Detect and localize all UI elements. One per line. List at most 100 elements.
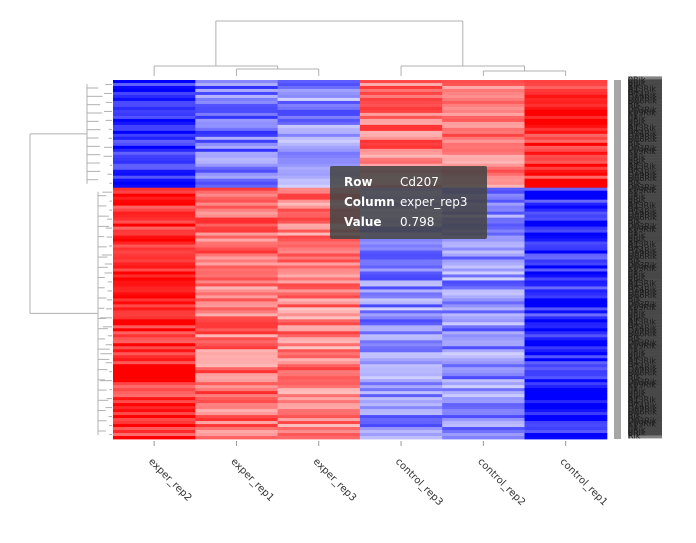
heatmap-cell xyxy=(195,163,279,168)
heatmap-cell xyxy=(195,262,279,266)
heatmap-cell xyxy=(359,289,443,293)
tooltip-value-value: 0.798 xyxy=(400,215,435,229)
heatmap-cell xyxy=(195,346,279,350)
heatmap-cell xyxy=(277,148,361,153)
heatmap-cell xyxy=(195,103,279,108)
heatmap-cell xyxy=(442,334,525,338)
heatmap-cell xyxy=(359,244,443,248)
heatmap-cell xyxy=(195,424,279,428)
heatmap-cell xyxy=(277,205,361,210)
row-dendrogram xyxy=(29,83,112,436)
heatmap-cell xyxy=(359,145,443,150)
heatmap-cell xyxy=(359,112,443,117)
heatmap-cell xyxy=(277,106,361,111)
heatmap-cell xyxy=(524,244,608,248)
heatmap-cell xyxy=(113,286,196,290)
heatmap-cell xyxy=(195,325,279,329)
heatmap-cell xyxy=(195,80,279,84)
heatmap-cell xyxy=(113,313,196,317)
heatmap-cell xyxy=(195,337,279,341)
heatmap-cell xyxy=(359,259,443,263)
heatmap-cell xyxy=(277,331,361,335)
heatmap-cell xyxy=(195,91,279,96)
heatmap-cell xyxy=(113,208,196,213)
heatmap-cell xyxy=(524,322,608,326)
heatmap-cell xyxy=(524,403,608,407)
heatmap-cell xyxy=(195,277,279,281)
heatmap-cell xyxy=(359,127,443,132)
heatmap-cell xyxy=(524,148,608,153)
heatmap-cell xyxy=(442,238,525,242)
heatmap-cell xyxy=(277,256,361,260)
heatmap-cell xyxy=(113,355,196,359)
heatmap-cell xyxy=(524,109,608,114)
heatmap-cell xyxy=(524,325,608,329)
heatmap-cell xyxy=(113,124,196,129)
heatmap-cell xyxy=(359,151,443,156)
heatmap-cell xyxy=(359,157,443,162)
heatmap-cell xyxy=(277,94,361,99)
heatmap-cell xyxy=(113,385,196,389)
heatmap-cell xyxy=(524,358,608,362)
heatmap-cell xyxy=(524,241,608,245)
heatmap-cell xyxy=(524,316,608,320)
heatmap-cell xyxy=(113,157,196,162)
heatmap-cell xyxy=(524,103,608,108)
heatmap-cell xyxy=(359,313,443,317)
heatmap-cell xyxy=(524,106,608,111)
heatmap-cell xyxy=(442,379,525,383)
heatmap-cell xyxy=(524,349,608,353)
heatmap-cell xyxy=(524,193,608,198)
heatmap-cell xyxy=(195,124,279,129)
heatmap-cell xyxy=(277,238,361,242)
heatmap-cell xyxy=(524,415,608,419)
heatmap-cell xyxy=(277,421,361,425)
heatmap-cell xyxy=(195,409,279,413)
heatmap-cell xyxy=(113,322,196,326)
heatmap-cell xyxy=(277,82,361,87)
heatmap-cell xyxy=(113,226,196,230)
heatmap-cell xyxy=(442,160,525,165)
heatmap-cell xyxy=(195,376,279,380)
heatmap-cell xyxy=(442,148,525,153)
column-label: control_rep3 xyxy=(393,456,445,508)
heatmap-cell xyxy=(113,349,196,353)
heatmap-cell xyxy=(524,160,608,165)
heatmap-cell xyxy=(524,340,608,344)
heatmap-cell xyxy=(442,157,525,162)
heatmap-cell xyxy=(359,415,443,419)
heatmap-cell xyxy=(277,232,361,236)
heatmap-cell xyxy=(277,430,361,434)
heatmap-cell xyxy=(359,391,443,395)
heatmap-cell xyxy=(277,169,361,174)
heatmap-cell xyxy=(442,244,525,248)
heatmap-cell xyxy=(524,271,608,275)
heatmap-cell xyxy=(442,121,525,126)
heatmap-cell xyxy=(359,148,443,153)
heatmap-cell xyxy=(524,88,608,93)
heatmap-cell xyxy=(113,262,196,266)
heatmap-cell xyxy=(524,187,608,192)
heatmap-cell xyxy=(524,202,608,207)
heatmap-cell xyxy=(113,283,196,287)
heatmap-cell xyxy=(524,319,608,323)
heatmap-cell xyxy=(195,289,279,293)
heatmap-cell xyxy=(442,142,525,147)
heatmap-cell xyxy=(277,280,361,284)
heatmap-cell xyxy=(277,178,361,183)
heatmap-cell xyxy=(195,130,279,135)
heatmap-cell xyxy=(277,403,361,407)
heatmap-cell xyxy=(113,220,196,224)
heatmap-cell xyxy=(113,217,196,222)
heatmap-cell xyxy=(359,115,443,120)
heatmap-cell xyxy=(359,322,443,326)
heatmap-cell xyxy=(113,256,196,260)
heatmap-cell xyxy=(113,151,196,156)
heatmap-cell xyxy=(524,331,608,335)
heatmap-cell xyxy=(195,358,279,362)
heatmap-cell xyxy=(524,205,608,210)
heatmap-cells xyxy=(113,80,608,440)
heatmap-cell xyxy=(113,334,196,338)
heatmap-cell xyxy=(195,349,279,353)
